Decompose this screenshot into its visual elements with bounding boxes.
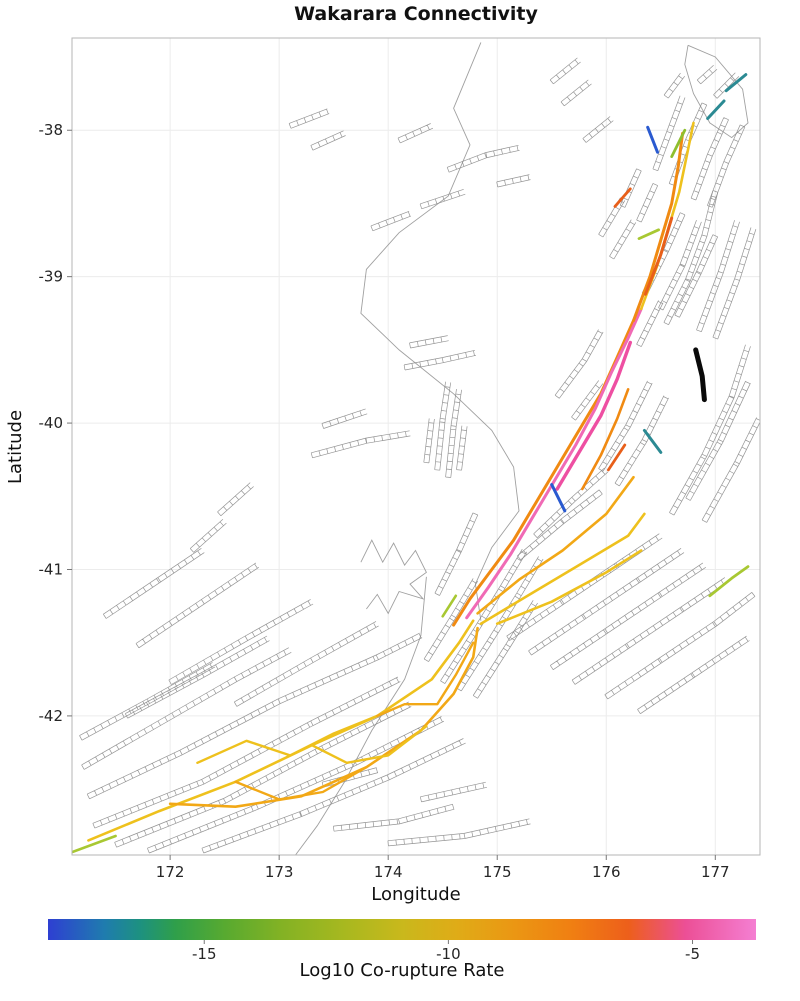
rupture-paths-layer: [72, 73, 750, 854]
svg-text:-38: -38: [39, 121, 64, 139]
axis-ticks: [67, 129, 716, 860]
axes-frame: [71, 37, 761, 856]
svg-text:-5: -5: [685, 945, 700, 963]
svg-text:174: 174: [374, 863, 403, 881]
colorbar: [48, 919, 756, 940]
svg-text:175: 175: [483, 863, 512, 881]
coastline-layer: [295, 42, 749, 855]
plot-background: [72, 38, 760, 855]
svg-text:-40: -40: [39, 414, 64, 432]
svg-text:-42: -42: [39, 707, 64, 725]
colorbar-label: Log10 Co-rupture Rate: [299, 960, 505, 981]
svg-text:-10: -10: [436, 945, 461, 963]
svg-text:176: 176: [592, 863, 621, 881]
y-tick-labels: -38 -39 -40 -41 -42: [39, 121, 64, 725]
svg-text:173: 173: [265, 863, 294, 881]
colorbar-tick-labels: -15 -10 -5: [192, 940, 700, 963]
svg-text:-39: -39: [39, 268, 64, 286]
svg-text:-15: -15: [192, 945, 217, 963]
svg-text:-41: -41: [39, 560, 64, 578]
x-axis-label: Longitude: [371, 884, 461, 905]
x-tick-labels: 172 173 174 175 176 177: [156, 863, 730, 881]
gridlines: [72, 38, 760, 855]
svg-text:177: 177: [701, 863, 730, 881]
chart-title: Wakarara Connectivity: [294, 3, 538, 25]
svg-text:172: 172: [156, 863, 185, 881]
